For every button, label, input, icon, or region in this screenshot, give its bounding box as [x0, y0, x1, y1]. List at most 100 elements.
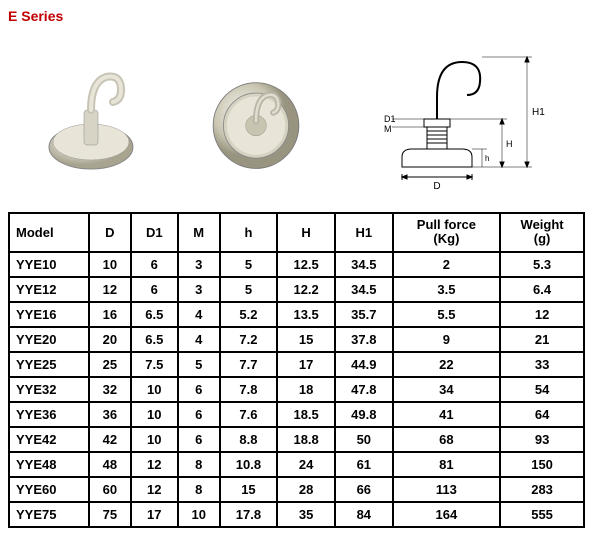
table-cell: 28 [277, 477, 335, 502]
table-cell: 5 [178, 352, 220, 377]
table-cell: 12 [131, 452, 178, 477]
table-cell: 6.4 [500, 277, 584, 302]
table-cell: YYE42 [9, 427, 89, 452]
table-cell: 37.8 [335, 327, 393, 352]
table-cell: YYE20 [9, 327, 89, 352]
table-cell: 12 [89, 277, 131, 302]
table-row: YYE42421068.818.8506893 [9, 427, 584, 452]
table-cell: 15 [277, 327, 335, 352]
spec-table: Model D D1 M h H H1 Pull force(Kg) Weigh… [8, 212, 585, 528]
table-row: YYE36361067.618.549.84164 [9, 402, 584, 427]
table-cell: 283 [500, 477, 584, 502]
table-cell: 10 [131, 377, 178, 402]
table-cell: 12 [131, 477, 178, 502]
table-cell: YYE75 [9, 502, 89, 527]
table-cell: 113 [393, 477, 501, 502]
table-cell: 3.5 [393, 277, 501, 302]
table-row: YYE20206.547.21537.8921 [9, 327, 584, 352]
table-cell: 12.5 [277, 252, 335, 277]
table-cell: 61 [335, 452, 393, 477]
table-cell: 6.5 [131, 302, 178, 327]
table-cell: 150 [500, 452, 584, 477]
table-cell: 10 [131, 427, 178, 452]
svg-text:h: h [485, 154, 489, 163]
table-cell: 18.5 [277, 402, 335, 427]
table-row: YYE32321067.81847.83454 [9, 377, 584, 402]
table-cell: 21 [500, 327, 584, 352]
table-row: YYE484812810.8246181150 [9, 452, 584, 477]
table-cell: 24 [277, 452, 335, 477]
table-cell: 36 [89, 402, 131, 427]
table-cell: 6 [178, 427, 220, 452]
table-row: YYE7575171017.83584164555 [9, 502, 584, 527]
table-cell: YYE48 [9, 452, 89, 477]
col-model: Model [9, 213, 89, 252]
table-cell: 6 [178, 402, 220, 427]
col-m: M [178, 213, 220, 252]
technical-diagram: D D1 M H1 H h [362, 37, 562, 197]
table-cell: 7.6 [220, 402, 278, 427]
table-cell: 9 [393, 327, 501, 352]
table-cell: 5.5 [393, 302, 501, 327]
table-cell: 2 [393, 252, 501, 277]
table-cell: 10 [131, 402, 178, 427]
col-h-small: h [220, 213, 278, 252]
table-cell: 32 [89, 377, 131, 402]
table-cell: YYE10 [9, 252, 89, 277]
table-cell: 41 [393, 402, 501, 427]
table-cell: 93 [500, 427, 584, 452]
table-row: YYE6060128152866113283 [9, 477, 584, 502]
table-cell: 17.8 [220, 502, 278, 527]
table-cell: 17 [277, 352, 335, 377]
table-cell: 60 [89, 477, 131, 502]
table-cell: 84 [335, 502, 393, 527]
table-cell: 50 [335, 427, 393, 452]
table-cell: 6.5 [131, 327, 178, 352]
table-header-row: Model D D1 M h H H1 Pull force(Kg) Weigh… [9, 213, 584, 252]
table-cell: 34.5 [335, 277, 393, 302]
table-cell: 68 [393, 427, 501, 452]
table-cell: 10.8 [220, 452, 278, 477]
table-cell: 7.8 [220, 377, 278, 402]
table-cell: 75 [89, 502, 131, 527]
product-photo-1 [31, 52, 151, 182]
col-d1: D1 [131, 213, 178, 252]
table-row: YYE25257.557.71744.92233 [9, 352, 584, 377]
table-cell: 33 [500, 352, 584, 377]
table-cell: 555 [500, 502, 584, 527]
table-cell: YYE25 [9, 352, 89, 377]
table-cell: 8.8 [220, 427, 278, 452]
table-cell: 5 [220, 252, 278, 277]
table-cell: 49.8 [335, 402, 393, 427]
table-cell: 48 [89, 452, 131, 477]
svg-text:D1: D1 [384, 114, 396, 124]
table-cell: 4 [178, 302, 220, 327]
table-cell: 5.2 [220, 302, 278, 327]
col-d: D [89, 213, 131, 252]
svg-text:D: D [434, 181, 441, 192]
table-cell: YYE12 [9, 277, 89, 302]
col-pull-force: Pull force(Kg) [393, 213, 501, 252]
table-cell: 12.2 [277, 277, 335, 302]
table-row: YYE101063512.534.525.3 [9, 252, 584, 277]
table-cell: YYE16 [9, 302, 89, 327]
col-h1: H1 [335, 213, 393, 252]
table-cell: 10 [178, 502, 220, 527]
svg-text:H1: H1 [532, 107, 545, 118]
table-cell: 34 [393, 377, 501, 402]
table-cell: 12 [500, 302, 584, 327]
table-cell: 5.3 [500, 252, 584, 277]
col-h-big: H [277, 213, 335, 252]
table-cell: 164 [393, 502, 501, 527]
table-cell: 66 [335, 477, 393, 502]
table-cell: YYE36 [9, 402, 89, 427]
table-cell: 35 [277, 502, 335, 527]
table-cell: 10 [89, 252, 131, 277]
table-cell: 8 [178, 452, 220, 477]
table-cell: 15 [220, 477, 278, 502]
table-cell: 35.7 [335, 302, 393, 327]
table-cell: 54 [500, 377, 584, 402]
series-title: E Series [8, 8, 585, 24]
table-cell: YYE32 [9, 377, 89, 402]
table-cell: 4 [178, 327, 220, 352]
